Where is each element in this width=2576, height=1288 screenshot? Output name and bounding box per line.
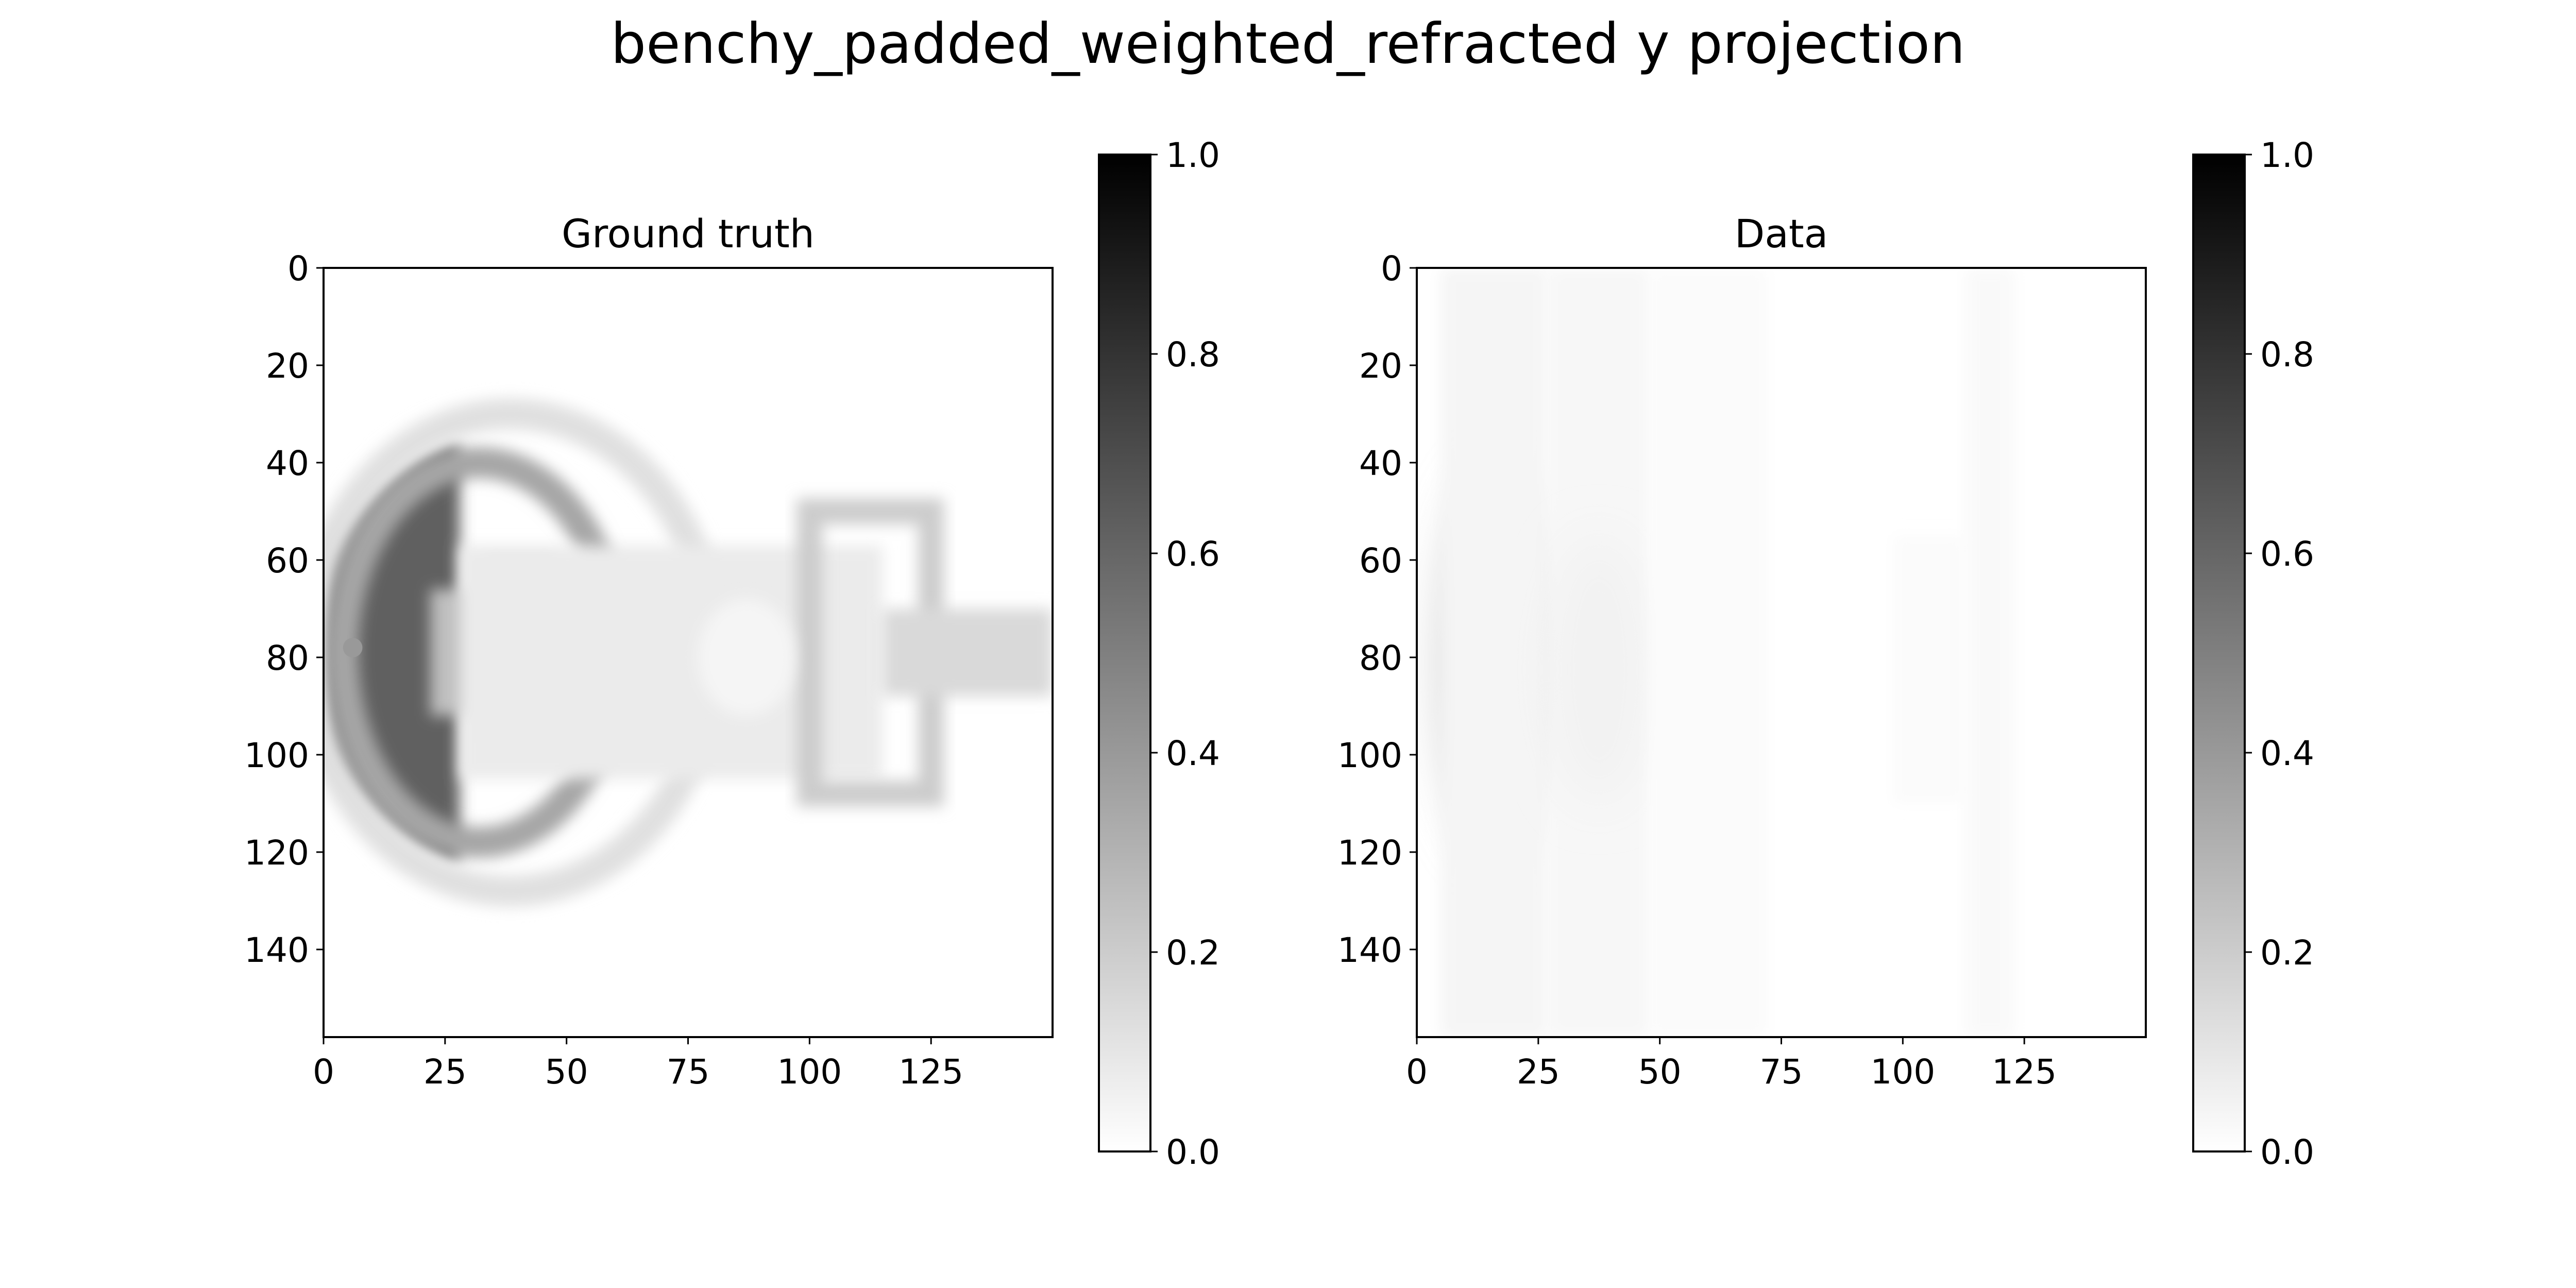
colorbar-tick-label: 0.8 (1166, 335, 1220, 375)
colorbar-tick-label: 0.2 (1166, 933, 1220, 973)
x-tick-label: 100 (1870, 1052, 1935, 1092)
x-tick-label: 100 (777, 1052, 842, 1092)
panel-title: Data (1735, 211, 1828, 257)
x-tick-label: 75 (667, 1052, 710, 1092)
y-tick-label: 100 (244, 736, 309, 775)
y-tick-label: 120 (244, 833, 309, 873)
y-tick-label: 40 (1359, 444, 1402, 483)
colorbar (2193, 155, 2245, 1151)
colorbar-frame (2192, 154, 2246, 1153)
y-tick-label: 60 (1359, 541, 1402, 581)
y-tick-label: 20 (1359, 346, 1402, 386)
y-tick-label: 0 (1381, 249, 1402, 289)
colorbar-tick-label: 0.4 (2260, 734, 2314, 773)
heatmap-image (1441, 268, 2015, 1037)
y-tick-label: 60 (266, 541, 309, 581)
x-tick-label: 50 (1638, 1052, 1682, 1092)
y-tick-label: 40 (266, 444, 309, 483)
panel-title: Ground truth (562, 211, 815, 257)
heatmap-image (324, 398, 1053, 907)
y-tick-label: 140 (244, 930, 309, 970)
chimney-region (882, 608, 1053, 697)
ground-truth-panel: Ground truth 0 25 50 75 100 125 0 20 40 60 80 100 120… (244, 135, 1220, 1172)
x-tick-label: 0 (313, 1052, 334, 1092)
y-tick-label: 80 (1359, 638, 1402, 678)
colorbar-tick-label: 0.4 (1166, 734, 1220, 773)
colorbar-tick-label: 1.0 (1166, 135, 1220, 175)
x-tick-label: 50 (545, 1052, 588, 1092)
x-tick-label: 25 (1517, 1052, 1560, 1092)
dot-region (343, 638, 363, 657)
blob-region (1548, 535, 1650, 804)
colorbar-tick-label: 0.8 (2260, 335, 2314, 375)
colorbar-frame (1098, 154, 1151, 1153)
band-region (1650, 268, 1767, 1037)
x-tick-label: 125 (899, 1052, 963, 1092)
band-region (1893, 535, 1966, 804)
x-tick-label: 25 (423, 1052, 467, 1092)
y-tick-label: 100 (1337, 736, 1402, 775)
colorbar-tick-label: 1.0 (2260, 135, 2314, 175)
x-tick-label: 125 (1992, 1052, 2057, 1092)
colorbar-tick-label: 0.2 (2260, 933, 2314, 973)
y-tick-label: 80 (266, 638, 309, 678)
colorbar-tick-label: 0.0 (1166, 1132, 1220, 1172)
colorbar-tick-label: 0.6 (1166, 534, 1220, 574)
colorbar (1099, 155, 1150, 1151)
figure-title: benchy_padded_weighted_refracted y proje… (611, 12, 1965, 76)
circle-region (698, 599, 795, 716)
data-panel: Data 0 25 50 75 100 125 0 20 40 60 80 100 120 140 0.0 0.… (1337, 135, 2314, 1172)
y-tick-label: 140 (1337, 930, 1402, 970)
band-region (1965, 268, 2015, 1037)
y-tick-label: 120 (1337, 833, 1402, 873)
y-tick-label: 20 (266, 346, 309, 386)
colorbar-tick-label: 0.0 (2260, 1132, 2314, 1172)
colorbar-tick-label: 0.6 (2260, 534, 2314, 574)
y-tick-label: 0 (287, 249, 309, 289)
x-tick-label: 0 (1406, 1052, 1428, 1092)
band-region (1441, 268, 1548, 1037)
x-tick-label: 75 (1760, 1052, 1803, 1092)
